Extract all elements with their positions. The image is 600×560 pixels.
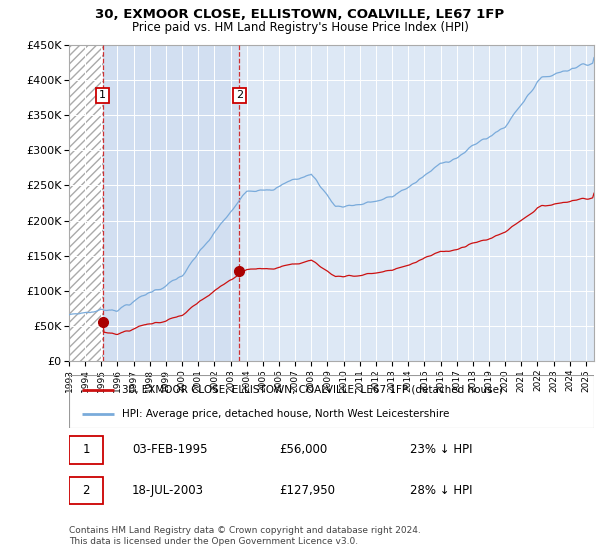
Text: 30, EXMOOR CLOSE, ELLISTOWN, COALVILLE, LE67 1FP: 30, EXMOOR CLOSE, ELLISTOWN, COALVILLE, … — [95, 8, 505, 21]
Text: 28% ↓ HPI: 28% ↓ HPI — [410, 484, 473, 497]
Text: 03-FEB-1995: 03-FEB-1995 — [132, 444, 208, 456]
Text: £127,950: £127,950 — [279, 484, 335, 497]
Text: 1: 1 — [83, 444, 90, 456]
Text: HPI: Average price, detached house, North West Leicestershire: HPI: Average price, detached house, Nort… — [121, 409, 449, 419]
Text: 2: 2 — [83, 484, 90, 497]
Bar — [69, 436, 103, 464]
Text: 23% ↓ HPI: 23% ↓ HPI — [410, 444, 473, 456]
Text: Price paid vs. HM Land Registry's House Price Index (HPI): Price paid vs. HM Land Registry's House … — [131, 21, 469, 34]
Text: 30, EXMOOR CLOSE, ELLISTOWN, COALVILLE, LE67 1FP (detached house): 30, EXMOOR CLOSE, ELLISTOWN, COALVILLE, … — [121, 385, 503, 395]
Bar — [103, 45, 239, 361]
Text: Contains HM Land Registry data © Crown copyright and database right 2024.
This d: Contains HM Land Registry data © Crown c… — [69, 526, 421, 546]
Bar — [69, 477, 103, 504]
Text: 18-JUL-2003: 18-JUL-2003 — [132, 484, 204, 497]
Bar — [69, 45, 103, 361]
Text: £56,000: £56,000 — [279, 444, 327, 456]
Text: 1: 1 — [99, 90, 106, 100]
Text: 2: 2 — [236, 90, 243, 100]
